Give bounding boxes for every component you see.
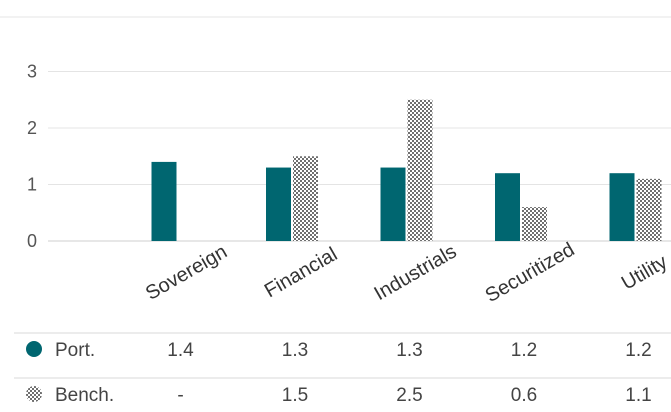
table-row-label: Port. xyxy=(55,340,95,361)
table-cell: 2.5 xyxy=(396,385,422,406)
y-tick-label: 3 xyxy=(27,62,37,82)
legend-marker-bench xyxy=(26,386,42,402)
y-tick-label: 2 xyxy=(27,118,37,138)
legend-marker-port xyxy=(26,341,42,357)
table-cell: 1.3 xyxy=(396,340,422,361)
bar-bench-financial xyxy=(293,156,318,241)
bar-port-sovereign xyxy=(151,161,177,241)
bars xyxy=(151,99,662,241)
table-cell: 0.6 xyxy=(511,385,537,406)
category-label: Sovereign xyxy=(142,241,231,305)
table-cell: 1.5 xyxy=(282,385,308,406)
bar-bench-securitized xyxy=(522,207,547,241)
table-cell: 1.2 xyxy=(511,340,537,361)
bar-port-securitized xyxy=(495,173,520,241)
bar-bench-utility xyxy=(636,178,662,241)
table-cell: 1.4 xyxy=(167,340,194,361)
x-axis-category-labels: Sovereign Financial Industrials Securitized… xyxy=(142,239,671,308)
table-cell: 1.3 xyxy=(282,340,308,361)
table-cell: 1.1 xyxy=(625,385,651,406)
category-label: Securitized xyxy=(482,239,579,308)
category-label: Financial xyxy=(261,243,341,302)
table-row-label: Bench. xyxy=(55,385,114,406)
category-label: Industrials xyxy=(371,240,461,305)
y-axis-ticks: 0 1 2 3 xyxy=(27,62,37,252)
bar-port-industrials xyxy=(380,167,406,241)
grid-lines xyxy=(0,16,671,242)
table-cell: 1.2 xyxy=(625,340,651,361)
y-tick-label: 0 xyxy=(27,231,37,251)
data-table: Port. 1.4 1.3 1.3 1.2 1.2 Bench. - 1.5 2.5 0.6 1.1 xyxy=(14,332,671,406)
category-label: Utility xyxy=(618,251,671,294)
table-cell: - xyxy=(177,385,183,406)
bar-bench-industrials xyxy=(407,99,433,241)
bar-port-financial xyxy=(266,167,291,241)
bar-port-utility xyxy=(609,173,635,241)
y-tick-label: 1 xyxy=(27,175,37,195)
